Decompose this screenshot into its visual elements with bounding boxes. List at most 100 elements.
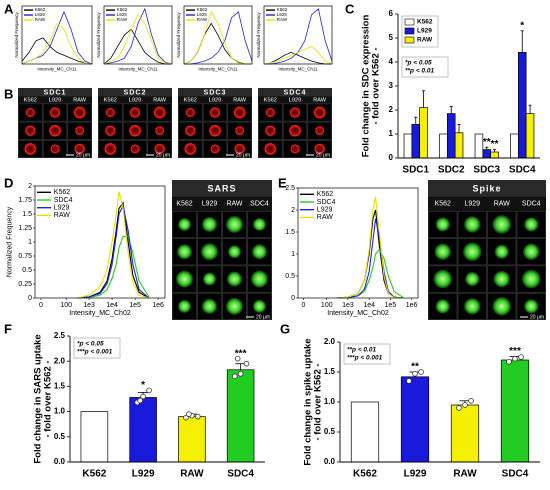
x-tick-label: L929 xyxy=(404,469,427,480)
y-axis-label: - fold over K562 - xyxy=(313,363,324,440)
panel-label: C xyxy=(345,1,355,16)
bar xyxy=(226,369,255,463)
cell xyxy=(208,124,222,137)
bar xyxy=(419,107,428,159)
image-title-bar xyxy=(18,88,92,97)
image-cell xyxy=(247,292,272,320)
series-line xyxy=(264,8,333,65)
cell xyxy=(253,217,266,231)
bar xyxy=(439,133,448,159)
y-tick-label: 2.0 xyxy=(324,337,336,346)
cell xyxy=(494,244,509,259)
notes-box xyxy=(401,56,449,78)
y-tick-label: 2 xyxy=(28,183,32,190)
scale-bar-label: 20 μm xyxy=(256,314,270,320)
legend-swatch xyxy=(404,36,415,44)
y-tick-label: 6 xyxy=(389,9,394,18)
series-line xyxy=(336,209,404,299)
series-line xyxy=(103,7,173,65)
cell xyxy=(48,124,62,137)
y-tick-label: 0.5 xyxy=(324,427,336,436)
image-column-label: K562 xyxy=(104,97,117,103)
y-axis-label: Normalized Frequency xyxy=(176,12,181,58)
cell xyxy=(435,217,450,232)
cell xyxy=(226,215,243,233)
cell xyxy=(288,124,302,137)
y-tick-label: 0.0 xyxy=(324,457,336,466)
y-tick-label: 2.5 xyxy=(54,331,66,340)
image-column-label: L929 xyxy=(49,97,61,103)
x-axis-label: Intensity_MC_Ch11 xyxy=(37,67,77,72)
series-line xyxy=(336,196,404,299)
cell xyxy=(176,270,193,288)
series-line xyxy=(263,46,333,65)
x-tick-label: RAW xyxy=(180,469,204,480)
cell xyxy=(465,271,480,287)
cell xyxy=(433,269,453,289)
cell xyxy=(178,217,191,231)
cell xyxy=(464,298,481,315)
cell xyxy=(523,243,540,260)
cell xyxy=(104,125,116,137)
data-point xyxy=(512,355,518,362)
cell xyxy=(177,244,192,260)
legend-label: SDC4 xyxy=(54,197,73,204)
x-tick-label: 1e5 xyxy=(129,302,141,309)
significance: ** xyxy=(411,362,419,373)
legend-label: L929 xyxy=(197,12,208,17)
data-point xyxy=(183,414,189,421)
plot-frame xyxy=(263,5,333,65)
legend-label: K562 xyxy=(317,191,333,198)
bar xyxy=(482,149,492,159)
cell xyxy=(185,107,196,118)
cell xyxy=(74,143,86,155)
cell xyxy=(203,272,216,286)
image-column-label: RAW xyxy=(494,201,510,208)
series-line xyxy=(77,201,150,299)
image-title-bar xyxy=(258,88,332,97)
note: ***p < 0.001 xyxy=(347,355,383,362)
cell xyxy=(252,244,267,260)
series-line xyxy=(183,10,252,65)
cell xyxy=(234,125,245,136)
bar xyxy=(454,132,464,159)
x-axis-label: Intensity_MC_Ch02 xyxy=(69,310,131,317)
y-tick-label: 3 xyxy=(389,81,394,90)
image-title-bar xyxy=(172,180,272,197)
cell xyxy=(74,125,85,136)
bar xyxy=(400,376,430,463)
cell xyxy=(128,124,142,137)
y-tick-label: 1.5 xyxy=(22,211,32,218)
y-tick-label: 1.75 xyxy=(18,197,32,204)
image-column-label: RAW xyxy=(153,97,167,103)
legend-label: L929 xyxy=(317,207,333,214)
y-tick-label: 2.5 xyxy=(285,185,295,192)
legend-label: SDC4 xyxy=(317,199,336,206)
note: **p < 0.01 xyxy=(405,68,434,75)
cell xyxy=(50,144,60,154)
panel-label: E xyxy=(278,175,287,190)
cell xyxy=(228,245,241,259)
cell xyxy=(201,243,218,261)
cell xyxy=(289,107,301,118)
cell xyxy=(524,217,539,232)
x-tick-label: 1e6 xyxy=(406,302,418,309)
cell xyxy=(492,215,512,234)
cell xyxy=(233,106,246,119)
x-axis-label: Intensity_MC_Ch11 xyxy=(278,67,318,72)
y-tick-label: 1.0 xyxy=(324,397,336,406)
x-tick-label: RAW xyxy=(453,469,477,480)
panel-label: D xyxy=(4,175,13,190)
bar xyxy=(525,113,535,159)
data-point xyxy=(456,405,462,411)
image-title: Spike xyxy=(472,183,501,193)
y-tick-label: 1.0 xyxy=(54,407,66,416)
significance: ** xyxy=(483,137,491,148)
cell xyxy=(521,269,541,289)
cell xyxy=(464,216,481,233)
x-tick-label: SDC3 xyxy=(473,165,500,176)
y-tick-label: 0 xyxy=(291,295,295,302)
data-point xyxy=(234,355,241,362)
image-column-label: K562 xyxy=(24,97,37,103)
series-line xyxy=(76,191,150,299)
